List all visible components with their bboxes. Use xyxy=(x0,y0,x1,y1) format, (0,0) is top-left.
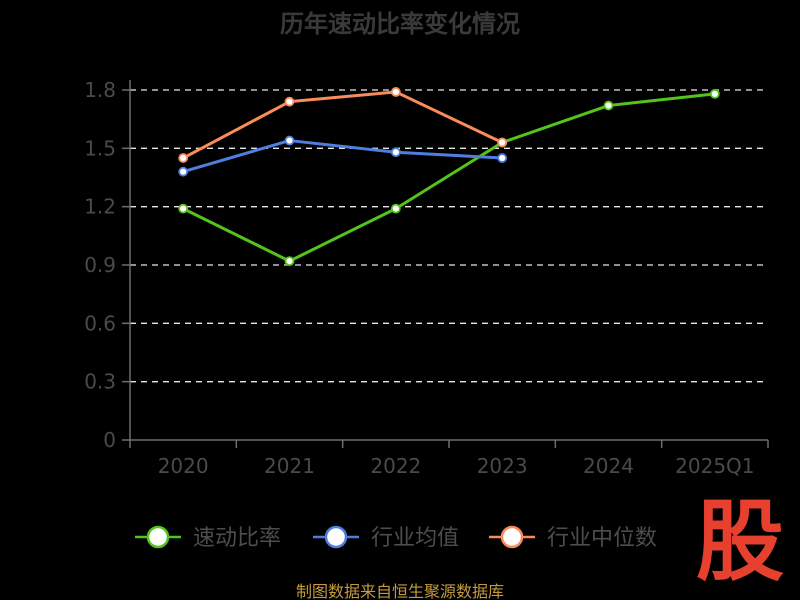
y-tick-label: 0.3 xyxy=(84,370,116,394)
legend-marker xyxy=(146,525,170,549)
axes: 0 0.3 0.6 0.9 1.2 1.5 1.8 2020 2021 2022 2023 2024 2… xyxy=(84,78,769,478)
data-point xyxy=(709,88,720,99)
data-point xyxy=(497,137,508,148)
legend-label: 行业均值 xyxy=(371,526,459,551)
y-tick-label: 1.5 xyxy=(84,136,116,160)
y-tick-label: 1.2 xyxy=(84,195,116,219)
data-point xyxy=(178,203,189,214)
data-point xyxy=(284,135,295,146)
x-tick-label: 2021 xyxy=(264,454,315,478)
y-tick-label: 0.6 xyxy=(84,311,116,335)
data-point xyxy=(390,87,401,97)
data-point xyxy=(284,256,295,267)
data-point xyxy=(284,96,295,107)
x-tick-label: 2025Q1 xyxy=(675,454,754,478)
legend: 速动比率 行业均值 行业中位数 xyxy=(135,525,657,551)
data-point xyxy=(497,153,508,163)
data-point xyxy=(178,153,189,163)
y-tick-label: 0.9 xyxy=(84,253,116,277)
logo-mark: 股 xyxy=(696,490,784,593)
y-tick-label: 1.8 xyxy=(84,78,116,102)
x-tick-label: 2020 xyxy=(158,454,209,478)
data-point xyxy=(603,100,614,111)
x-tick-label: 2024 xyxy=(583,454,634,478)
legend-marker xyxy=(500,525,524,549)
data-point xyxy=(178,166,189,177)
grid xyxy=(130,89,768,383)
legend-label: 行业中位数 xyxy=(547,526,657,551)
chart-title: 历年速动比率变化情况 xyxy=(280,10,520,38)
x-tick-label: 2023 xyxy=(477,454,528,478)
y-tick-label: 0 xyxy=(103,428,116,452)
data-point xyxy=(390,147,401,158)
series-line-1 xyxy=(182,139,503,174)
series-line-0 xyxy=(182,92,715,263)
series-line-2 xyxy=(182,90,503,160)
legend-marker xyxy=(324,525,348,549)
source-text: 制图数据来自恒生聚源数据库 xyxy=(296,582,504,600)
legend-label: 速动比率 xyxy=(193,526,281,551)
data-point xyxy=(390,203,401,214)
x-tick-label: 2022 xyxy=(370,454,421,478)
series-layer xyxy=(178,87,720,267)
